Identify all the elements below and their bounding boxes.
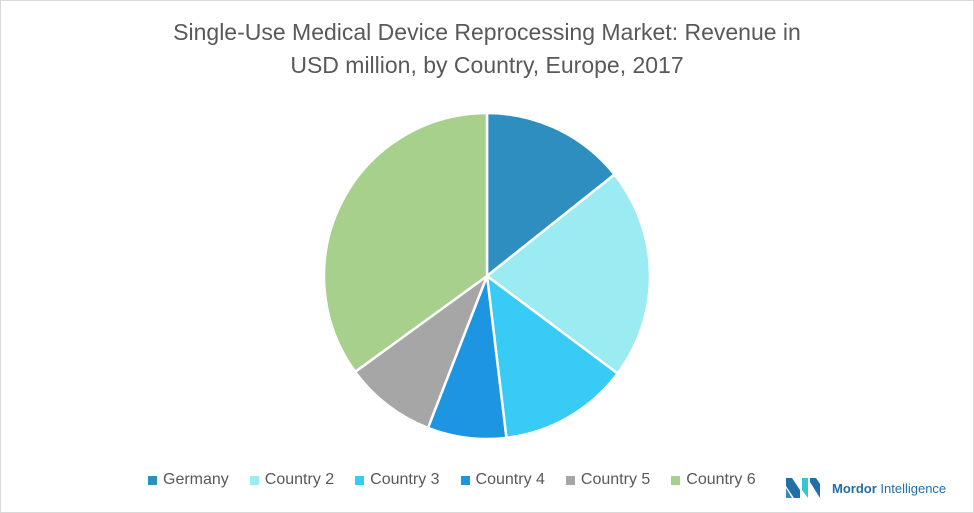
legend-item-country-6: Country 6 xyxy=(671,471,756,489)
legend-label: Country 3 xyxy=(370,471,440,488)
pie-slice-country-2 xyxy=(485,173,652,375)
pie-slice-country-6 xyxy=(322,111,489,374)
logo-text: Mordor Intelligence xyxy=(832,480,947,496)
legend-label: Country 2 xyxy=(264,471,335,488)
legend-item-country-4: Country 4 xyxy=(460,471,545,489)
pie-slice-country-3 xyxy=(485,274,619,440)
legend-swatch xyxy=(565,475,575,485)
legend-swatch xyxy=(355,475,365,485)
chart-title-line2: USD million, by Country, Europe, 2017 xyxy=(290,52,684,78)
legend-item-germany: Germany xyxy=(148,471,229,489)
legend-swatch xyxy=(460,475,470,485)
legend: Germany Country 2 Country 3 Country 4 Countr… xyxy=(148,471,777,489)
legend-swatch xyxy=(671,475,681,485)
legend-item-country-5: Country 5 xyxy=(565,471,651,489)
legend-label: Country 4 xyxy=(475,471,545,488)
pie-slice-country-5 xyxy=(353,274,489,430)
legend-swatch xyxy=(148,475,157,485)
legend-item-country-2: Country 2 xyxy=(249,471,335,489)
legend-label: Country 5 xyxy=(580,471,651,488)
legend-label: Germany xyxy=(163,471,229,488)
mordor-intelligence-logo: Mordor Intelligence xyxy=(786,478,946,498)
chart-title: Single-Use Medical Device Reprocessing M… xyxy=(0,16,974,82)
legend-label: Country 6 xyxy=(686,471,756,488)
pie-slice-germany xyxy=(485,111,616,278)
legend-item-country-3: Country 3 xyxy=(355,471,440,489)
mordor-logo-icon xyxy=(786,478,820,498)
chart-title-line1: Single-Use Medical Device Reprocessing M… xyxy=(173,19,801,45)
legend-swatch xyxy=(249,475,259,485)
